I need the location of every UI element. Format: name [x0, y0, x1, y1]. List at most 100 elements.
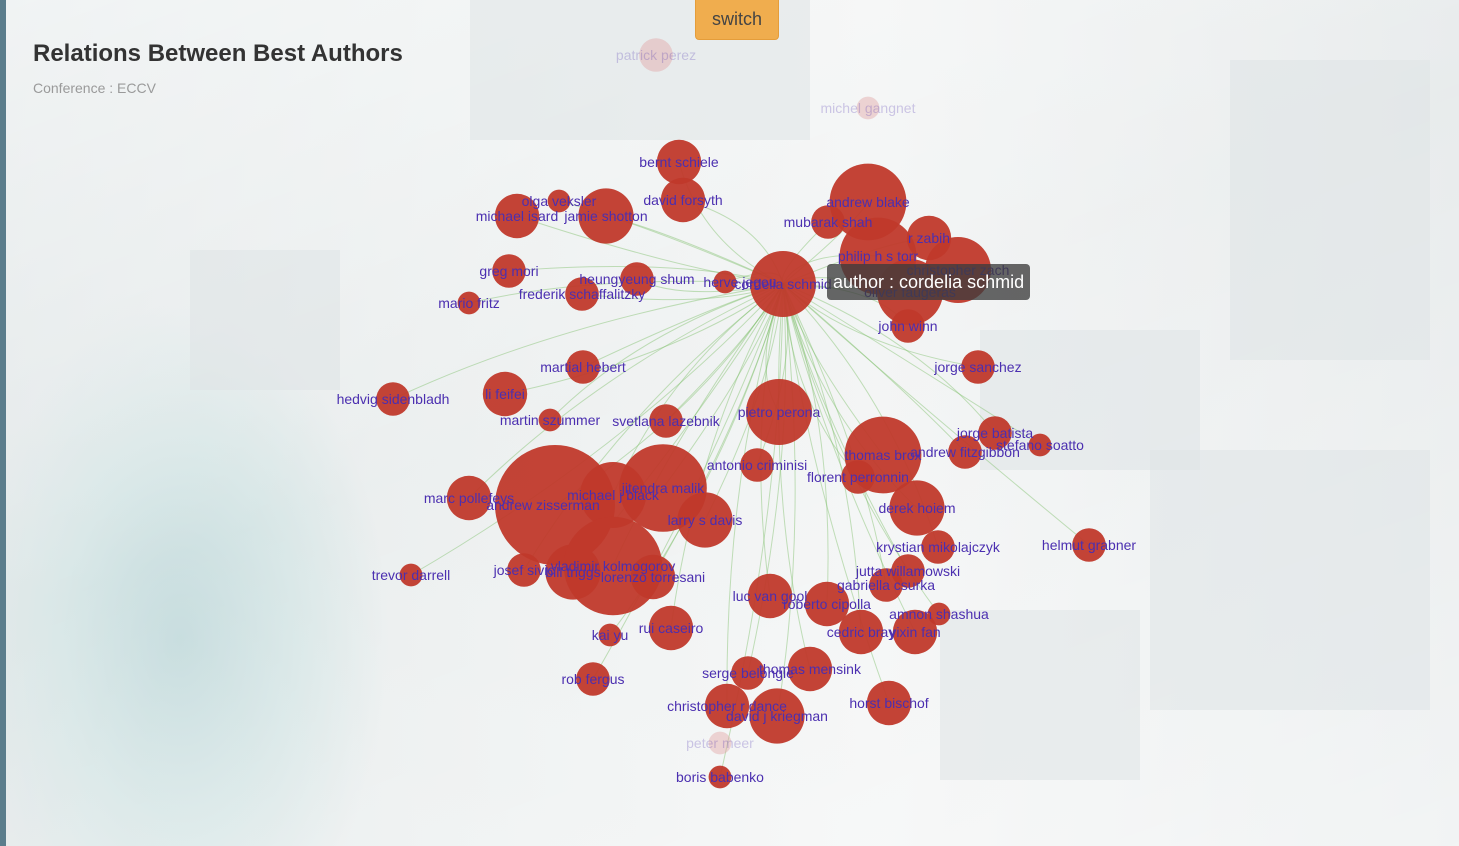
node-thomas-mensink[interactable]	[787, 646, 833, 692]
node-andrew-fitzgibbon[interactable]	[948, 435, 982, 469]
label-jorge-sanchez: jorge sanchez	[933, 359, 1021, 375]
label-horst-bischof: horst bischof	[849, 695, 928, 711]
node-luc-van-gool[interactable]	[747, 573, 793, 619]
node-mario-fritz[interactable]	[457, 291, 481, 315]
node-herve-jegou[interactable]	[713, 270, 737, 294]
node-tooltip: author : cordelia schmid	[827, 264, 1031, 300]
node-rui-caseiro[interactable]	[648, 605, 694, 651]
node-yixin-fan[interactable]	[892, 609, 938, 655]
node-john-winn[interactable]	[891, 309, 925, 343]
node-kai-yu[interactable]	[598, 623, 622, 647]
background-building	[940, 610, 1140, 780]
edge-jutta-willamowski	[782, 283, 909, 572]
node-derek-hoiem[interactable]	[889, 480, 945, 536]
label-serge-belongie: serge belongie	[702, 665, 794, 681]
node-svetlana-lazebnik[interactable]	[649, 404, 683, 438]
edge-jorge-batista	[782, 283, 996, 434]
node-trevor-darrell[interactable]	[399, 563, 423, 587]
node-greg-mori[interactable]	[492, 254, 526, 288]
node-gabriella-csurka[interactable]	[869, 568, 903, 602]
label-peter-meer: peter meer	[686, 735, 754, 751]
label-marc-pollefeys: marc pollefeys	[424, 490, 514, 506]
window-left-edge	[0, 0, 6, 846]
label-pietro-perona: pietro perona	[738, 404, 821, 420]
node-jorge-batista[interactable]	[978, 416, 1012, 450]
node-bernt-schiele[interactable]	[656, 139, 702, 185]
label-r-zabih: r zabih	[908, 230, 950, 246]
label-jitendra-malik: jitendra malik	[621, 480, 705, 496]
edge-serge-belongie	[747, 283, 787, 674]
node-martial-hebert[interactable]	[566, 350, 600, 384]
chart-title: Relations Between Best Authors	[33, 40, 403, 67]
node-helmut-grabner[interactable]	[1072, 528, 1106, 562]
node-michel-gangnet[interactable]	[856, 96, 880, 120]
node-li-feifei[interactable]	[482, 371, 528, 417]
node-christopher-r-dance[interactable]	[704, 683, 750, 729]
edge-trevor-darrell	[410, 283, 784, 576]
label-luc-van-gool: luc van gool	[733, 588, 808, 604]
node-marc-pollefeys[interactable]	[446, 475, 492, 521]
background-building	[1230, 60, 1430, 360]
node-david-j-kriegman[interactable]	[749, 688, 805, 744]
edge-lorenzo-torresani	[652, 283, 784, 578]
edge-martin-szummer	[549, 283, 784, 421]
label-josef-sivic: josef sivic	[493, 562, 555, 578]
node-michael-isard[interactable]	[494, 193, 540, 239]
label-vladimir-kolmogorov: vladimir kolmogorov	[551, 558, 675, 574]
label-michel-gangnet: michel gangnet	[821, 100, 916, 116]
edge-rui-caseiro	[670, 283, 784, 629]
label-jorge-batista: jorge batista	[956, 425, 1033, 441]
label-lorenzo-torresani: lorenzo torresani	[601, 569, 705, 585]
node-horst-bischof[interactable]	[866, 680, 912, 726]
label-mario-fritz: mario fritz	[438, 295, 499, 311]
label-thomas-mensink: thomas mensink	[759, 661, 862, 677]
node-josef-sivic[interactable]	[507, 553, 541, 587]
switch-button[interactable]: switch	[695, 0, 779, 40]
node-stefano-soatto[interactable]	[1028, 433, 1052, 457]
node-rob-fergus[interactable]	[576, 662, 610, 696]
node-cordelia-schmid[interactable]	[750, 251, 816, 317]
node-frederik-schaffalitzky[interactable]	[565, 277, 599, 311]
label-christopher-r-dance: christopher r dance	[667, 698, 787, 714]
edge-andrew-fitzgibbon	[782, 283, 966, 453]
node-lorenzo-torresani[interactable]	[630, 554, 676, 600]
node-cedric-bray[interactable]	[838, 609, 884, 655]
label-john-winn: john winn	[877, 318, 937, 334]
label-helmut-grabner: helmut grabner	[1042, 537, 1137, 553]
edge-roberto-cipolla	[782, 283, 829, 605]
label-li-feifei: li feifei	[485, 386, 525, 402]
label-andrew-blake: andrew blake	[826, 194, 909, 210]
node-martin-szummer[interactable]	[538, 408, 562, 432]
node-larry-s-davis[interactable]	[677, 492, 733, 548]
node-peter-meer[interactable]	[708, 731, 732, 755]
label-jamie-shotton: jamie shotton	[563, 208, 647, 224]
label-andrew-zisserman: andrew zisserman	[486, 497, 600, 513]
node-heungyeung-shum[interactable]	[620, 262, 654, 296]
node-jamie-shotton[interactable]	[578, 188, 634, 244]
node-antonio-criminisi[interactable]	[740, 448, 774, 482]
graph-nodes[interactable]	[376, 38, 1106, 789]
node-jorge-sanchez[interactable]	[961, 350, 995, 384]
node-mubarak-shah[interactable]	[811, 205, 845, 239]
label-greg-mori: greg mori	[479, 263, 538, 279]
edge-thomas-mensink	[777, 283, 811, 670]
node-pietro-perona[interactable]	[746, 379, 812, 445]
node-boris-babenko[interactable]	[708, 765, 732, 789]
node-roberto-cipolla[interactable]	[804, 581, 850, 627]
node-david-forsyth[interactable]	[660, 177, 706, 223]
edge-hedvig-sidenbladh	[392, 283, 784, 400]
node-patrick-perez[interactable]	[639, 38, 673, 72]
label-gabriella-csurka: gabriella csurka	[837, 577, 935, 593]
node-olga-veksler[interactable]	[547, 189, 571, 213]
node-serge-belongie[interactable]	[731, 656, 765, 690]
node-florent-perronnin[interactable]	[841, 460, 875, 494]
label-frederik-schaffalitzky: frederik schaffalitzky	[519, 286, 646, 302]
label-michael-isard: michael isard	[476, 208, 558, 224]
edge-marc-pollefeys	[468, 283, 784, 499]
label-cedric-bray: cedric bray	[827, 624, 895, 640]
node-hedvig-sidenbladh[interactable]	[376, 382, 410, 416]
label-boris-babenko: boris babenko	[676, 769, 764, 785]
node-krystian-mikolajczyk[interactable]	[921, 530, 955, 564]
